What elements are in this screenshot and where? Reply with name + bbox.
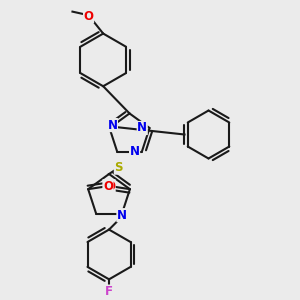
Text: O: O	[103, 180, 113, 193]
Text: N: N	[130, 145, 140, 158]
Text: F: F	[105, 285, 113, 298]
Text: S: S	[114, 161, 123, 174]
Text: N: N	[107, 118, 117, 132]
Text: N: N	[117, 209, 127, 222]
Text: O: O	[105, 180, 115, 193]
Text: N: N	[137, 122, 147, 134]
Text: O: O	[84, 10, 94, 22]
